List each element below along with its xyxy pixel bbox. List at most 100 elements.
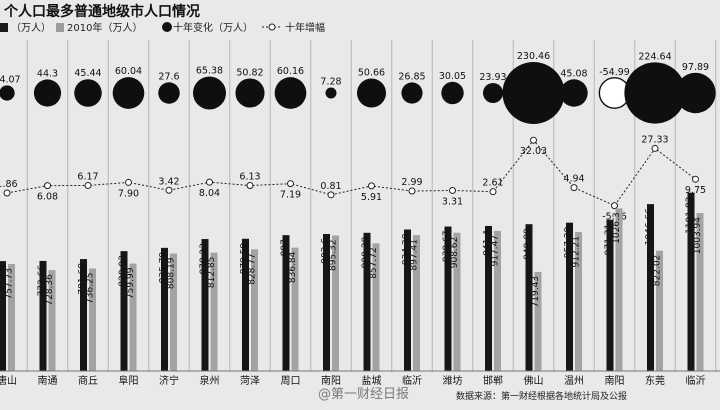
bubble-value-label: 23.93	[479, 72, 506, 83]
bar-value-label: 759.99	[126, 267, 136, 299]
bar-value-label: 941.4	[483, 230, 493, 256]
bar-2010	[251, 249, 258, 371]
bar-2010	[534, 271, 542, 371]
growth-point	[44, 182, 51, 190]
growth-value-label: 7.90	[118, 188, 139, 199]
bar-2010	[8, 264, 15, 371]
growth-value-label: 32.03	[520, 146, 547, 157]
growth-point	[651, 144, 659, 152]
bar-2010	[210, 252, 218, 371]
bar-current	[687, 192, 695, 371]
bar-value-label: 719.43	[531, 276, 541, 308]
bubble-value-label: 30.05	[439, 71, 466, 82]
category-label: 泉州	[200, 374, 220, 387]
bar-value-label: 1046.66	[645, 208, 655, 245]
bar-value-label: 938.67	[442, 231, 452, 263]
legend-swatch-change	[162, 22, 172, 32]
bar-value-label: 957.29	[564, 226, 574, 258]
bubble-marker	[441, 81, 464, 105]
bar-value-label: 836.84	[288, 251, 298, 283]
watermark: @第一财经日报	[318, 387, 409, 402]
bar-2010	[453, 232, 461, 371]
bubble-marker	[158, 82, 180, 104]
bubble-value-label: 7.28	[320, 76, 341, 87]
growth-point	[611, 202, 618, 210]
bubble-value-label: 50.66	[358, 67, 385, 78]
category-label: 南通	[38, 374, 58, 387]
bubble-value-label: -54.99	[599, 67, 630, 78]
growth-point	[287, 180, 294, 188]
bar-value-label: 822.02	[653, 255, 663, 287]
bar-value-label: 1026.3	[612, 212, 622, 244]
legend-swatch-growth-dot	[268, 23, 276, 31]
growth-value-label: 27.33	[641, 134, 668, 145]
bubble-value-label: 224.64	[638, 51, 671, 62]
bar-value-label: 917.47	[491, 235, 501, 266]
bar-2010	[696, 212, 704, 371]
bar-value-label: 820.03	[118, 255, 128, 286]
bubble-marker	[274, 77, 307, 109]
legend-label: 十年增幅	[285, 21, 325, 34]
bubble-marker	[192, 76, 227, 110]
bar-value-label: 857.72	[369, 247, 379, 278]
category-label: 济宁	[159, 374, 179, 387]
category-label: 佛山	[524, 374, 544, 387]
bubble-marker	[325, 87, 337, 99]
category-label: 阜阳	[119, 374, 139, 387]
bar-current	[201, 239, 209, 371]
bar-2010	[656, 250, 663, 371]
bar-2010	[413, 235, 420, 371]
category-label: 唐山	[0, 374, 17, 387]
bar-value-label: 897	[280, 239, 290, 256]
growth-point	[408, 187, 416, 195]
bar-current	[647, 204, 654, 371]
growth-value-label: 9.75	[685, 185, 706, 196]
category-label: 商丘	[78, 374, 98, 387]
growth-value-label: 0.81	[320, 181, 341, 192]
bubble-marker	[356, 78, 387, 108]
bar-current	[242, 238, 249, 371]
bubble-marker	[675, 72, 716, 114]
growth-value-label: 5.91	[361, 192, 382, 203]
growth-point	[489, 188, 497, 196]
bubble-marker	[235, 78, 265, 108]
bubble-value-label: 60.04	[115, 66, 142, 77]
growth-point	[692, 175, 699, 183]
growth-value-label: 6.13	[239, 172, 260, 183]
bar-value-label: 971.31	[604, 224, 614, 256]
category-label: 东莞	[645, 374, 665, 387]
bar-value-label: 728.36	[45, 274, 55, 306]
bar-current	[282, 235, 290, 371]
chart-title: 个人口最多普通地级市人口情况	[3, 3, 200, 20]
bubble-value-label: 97.89	[682, 62, 709, 73]
growth-value-label: 2.61	[482, 178, 503, 189]
growth-point	[84, 181, 92, 189]
category-label: 潍坊	[443, 374, 463, 387]
bubble-value-label: 27.6	[158, 71, 179, 82]
category-label: 南阳	[605, 374, 625, 387]
bar-2010	[575, 232, 582, 371]
bar-2010	[291, 247, 299, 371]
bar-value-label: 1101.83	[685, 197, 695, 234]
category-label: 邯郸	[483, 374, 503, 387]
growth-line	[6, 139, 696, 207]
growth-point	[125, 178, 132, 186]
growth-point	[206, 178, 213, 186]
bar-value-label: 897.41	[410, 239, 420, 271]
bar-2010	[129, 263, 137, 371]
bar-current	[161, 247, 168, 371]
bubble-value-label: 60.16	[277, 66, 304, 77]
bar-value-label: 879.59	[240, 243, 250, 275]
growth-value-label: 6.17	[77, 171, 98, 182]
bar-value-label: 912.21	[572, 236, 582, 268]
bar-current	[363, 232, 371, 371]
bubble-marker	[33, 79, 62, 107]
bubble-value-label: 14.07	[0, 74, 21, 85]
category-label: 菏泽	[240, 375, 260, 387]
bar-value-label: 812.85	[207, 257, 217, 289]
growth-value-label: 4.94	[563, 174, 584, 185]
growth-value-label: 8.04	[199, 188, 220, 199]
bar-current	[566, 222, 573, 371]
bubble-marker	[112, 77, 145, 109]
